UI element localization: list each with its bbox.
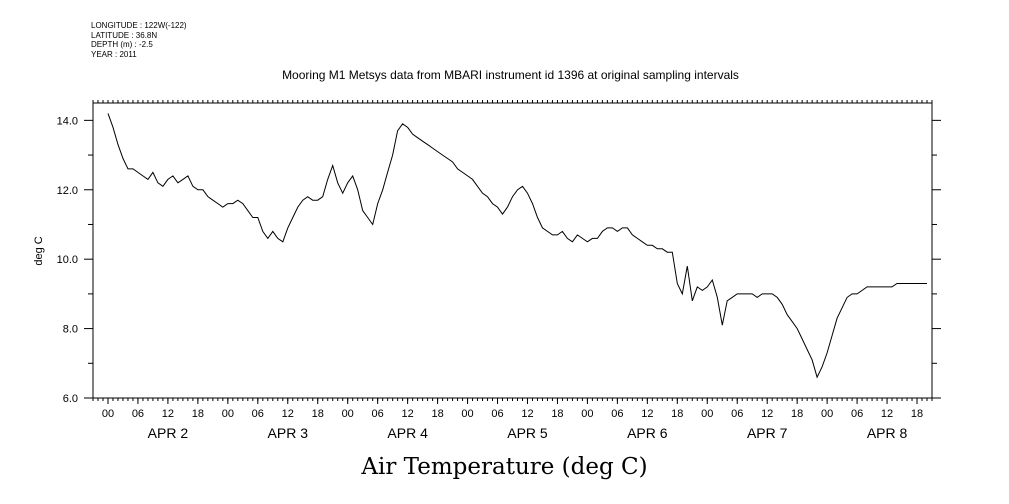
latitude-text: LATITUDE : 36.8N [91,30,158,40]
y-tick-label: 12.0 [57,185,78,197]
x-tick-label: 12 [162,408,174,420]
air-temperature-line [107,113,927,379]
plot-frame [92,102,933,399]
y-tick-label: 10.0 [57,254,78,266]
x-axis-label: Air Temperature (deg C) [361,454,648,480]
x-tick-label: 12 [761,408,773,420]
x-tick-label: 18 [192,408,204,420]
y-tick-label: 8.0 [63,324,78,336]
x-tick-label: 12 [881,408,893,420]
x-tick-label: 12 [282,408,294,420]
x-tick-label: 18 [431,408,443,420]
x-tick-label: 06 [731,408,743,420]
x-tick-label: 00 [821,408,833,420]
longitude-text: LONGITUDE : 122W(-122) [91,21,187,30]
day-label: APR 2 [148,425,189,441]
x-tick-label: 18 [671,408,683,420]
x-tick-label: 00 [701,408,713,420]
day-label: APR 7 [747,425,788,441]
x-tick-label: 06 [611,408,623,420]
y-axis-label: deg C [33,236,45,265]
x-tick-label: 06 [252,408,264,420]
y-tick-label: 14.0 [57,115,78,127]
metadata-block: LONGITUDE : 122W(-122) LATITUDE : 36.8N … [91,21,187,59]
x-tick-label: 18 [312,408,324,420]
x-tick-label: 00 [461,408,473,420]
x-tick-label: 06 [132,408,144,420]
x-tick-label: 06 [491,408,503,420]
day-label: APR 4 [387,425,428,441]
day-label: APR 3 [268,425,309,441]
depth-text: DEPTH (m) : -2.5 [91,40,153,49]
year-text: YEAR : 2011 [91,49,137,59]
day-label: APR 6 [627,425,668,441]
x-tick-label: 12 [641,408,653,420]
x-tick-label: 00 [102,408,114,420]
x-tick-label: 06 [851,408,863,420]
x-tick-label: 18 [911,408,923,420]
x-tick-label: 00 [222,408,234,420]
x-tick-label: 06 [372,408,384,420]
x-tick-label: 12 [521,408,533,420]
day-label: APR 5 [507,425,548,441]
x-tick-label: 00 [581,408,593,420]
chart-title: Mooring M1 Metsys data from MBARI instru… [282,68,739,82]
day-label: APR 8 [867,425,908,441]
x-tick-label: 12 [402,408,414,420]
x-tick-label: 18 [551,408,563,420]
x-tick-label: 00 [342,408,354,420]
y-tick-label: 6.0 [63,393,78,405]
x-tick-label: 18 [791,408,803,420]
